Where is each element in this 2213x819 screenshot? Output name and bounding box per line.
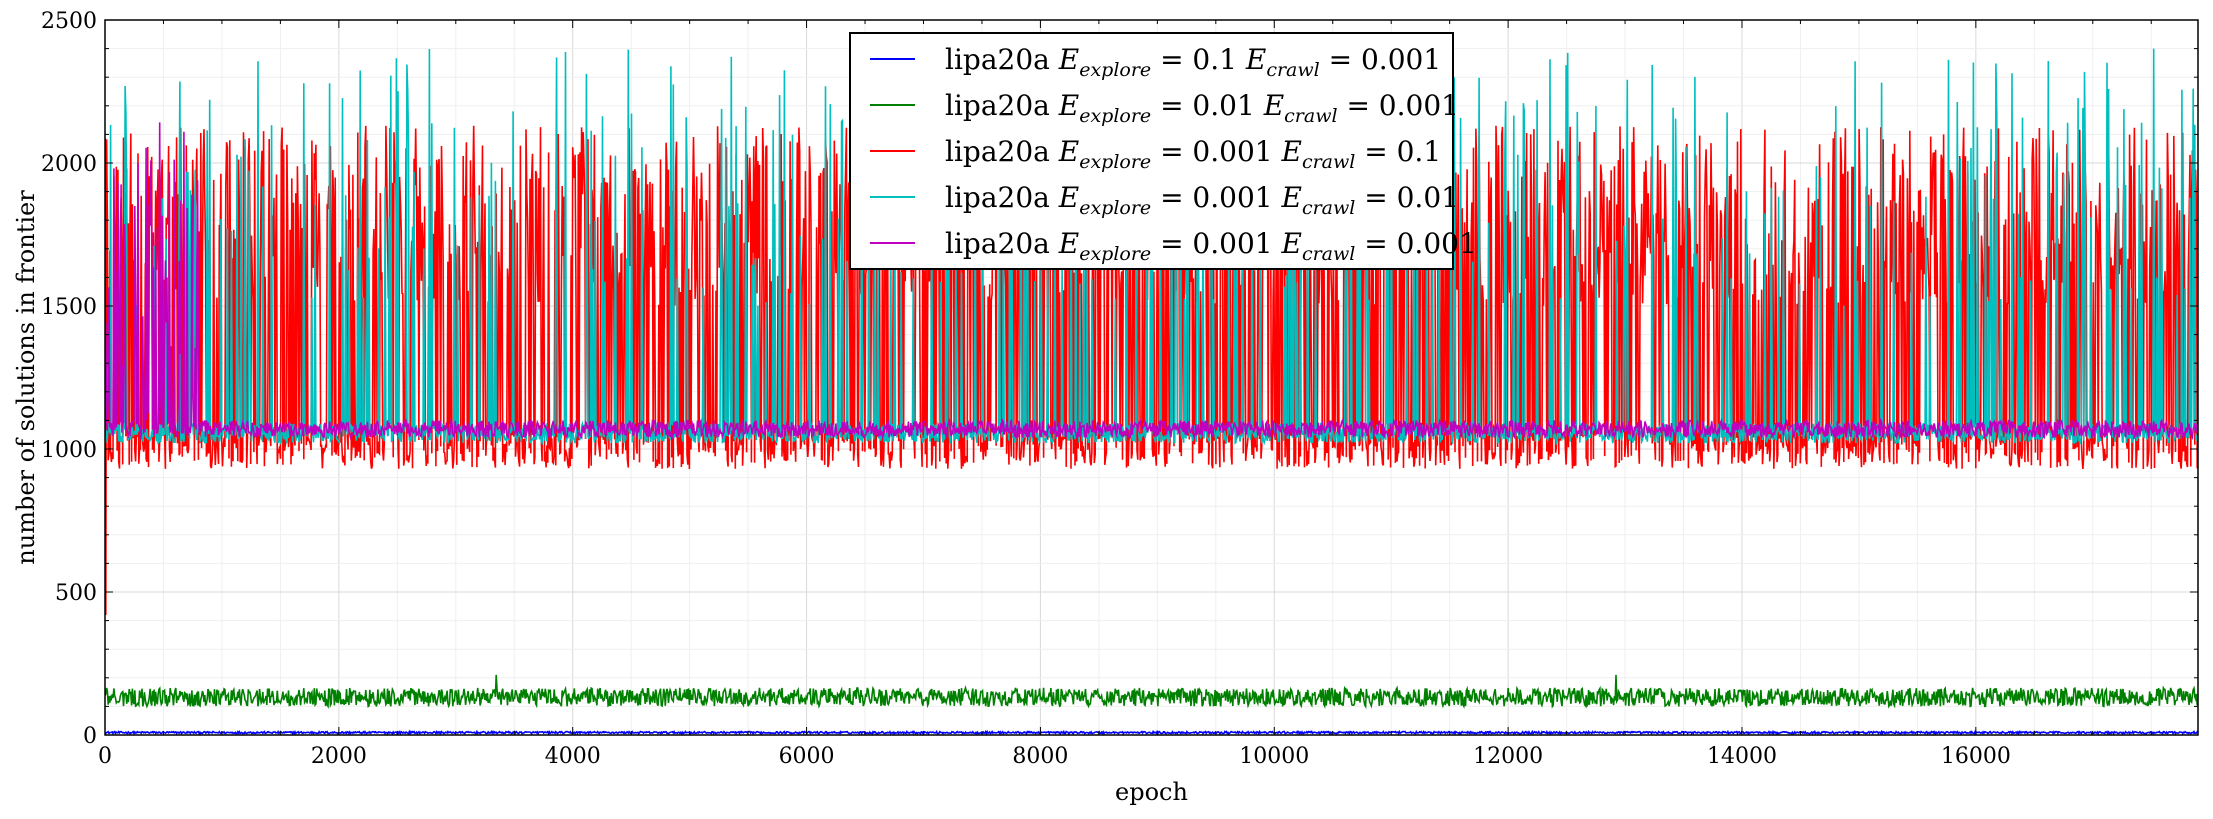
- y-tick-label: 2000: [41, 152, 97, 177]
- y-tick-label: 1000: [41, 438, 97, 463]
- x-tick-label: 2000: [311, 744, 367, 769]
- y-tick-label: 0: [83, 724, 97, 749]
- legend-label: lipa20a Eexplore = 0.01 Ecrawl = 0.001: [945, 89, 1459, 127]
- legend-box: [849, 32, 1454, 270]
- legend-label: lipa20a Eexplore = 0.1 Ecrawl = 0.001: [945, 43, 1441, 81]
- x-tick-label: 0: [98, 744, 112, 769]
- axis-ticks: 0 2000 4000 6000 8000 10000 12000 14000 16000 0 50…: [41, 9, 2198, 769]
- series-line: [105, 122, 2198, 441]
- legend-label: lipa20a Eexplore = 0.001 Ecrawl = 0.1: [945, 135, 1441, 173]
- legend-label: lipa20a Eexplore = 0.001 Ecrawl = 0.001: [945, 227, 1477, 265]
- y-tick-label: 1500: [41, 295, 97, 320]
- series-line: [105, 729, 2198, 735]
- x-tick-label: 14000: [1707, 744, 1777, 769]
- y-tick-label: 500: [55, 581, 97, 606]
- y-axis-title: number of solutions in frontier: [12, 190, 40, 565]
- x-axis-title: epoch: [1115, 778, 1188, 806]
- x-tick-label: 4000: [545, 744, 601, 769]
- legend: lipa20a Eexplore = 0.1 Ecrawl = 0.001 lip…: [849, 32, 1477, 270]
- x-tick-label: 12000: [1473, 744, 1543, 769]
- x-tick-label: 6000: [779, 744, 835, 769]
- y-tick-label: 2500: [41, 9, 97, 34]
- x-tick-label: 8000: [1012, 744, 1068, 769]
- series-line: [105, 674, 2198, 710]
- plot-frame: [104, 19, 2199, 736]
- x-tick-label: 10000: [1239, 744, 1309, 769]
- x-tick-label: 16000: [1941, 744, 2011, 769]
- legend-label: lipa20a Eexplore = 0.001 Ecrawl = 0.01: [945, 181, 1459, 219]
